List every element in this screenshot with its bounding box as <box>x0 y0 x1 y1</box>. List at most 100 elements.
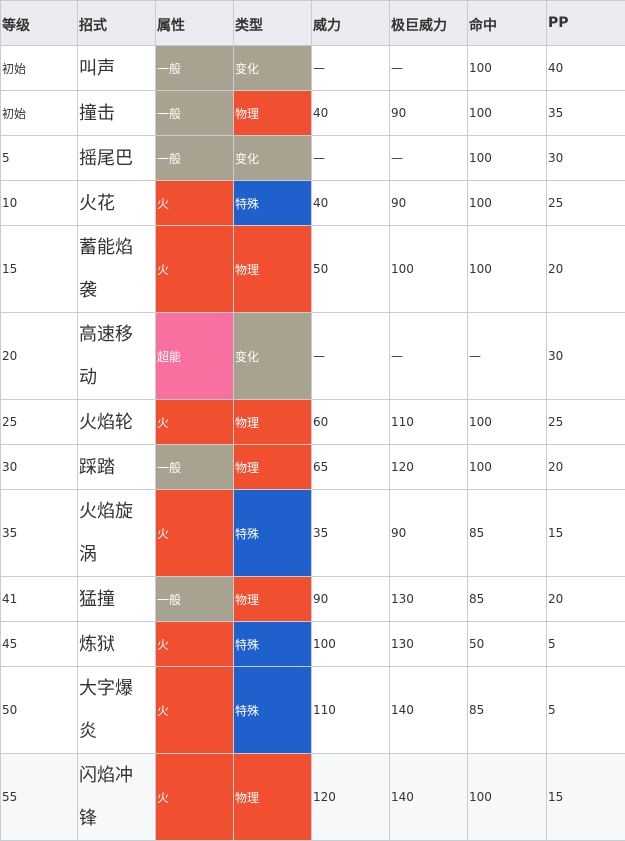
category-badge: 物理 <box>234 577 312 622</box>
level-cell: 25 <box>1 400 78 445</box>
pp-cell: 20 <box>547 577 625 622</box>
header-pp[interactable]: PP <box>547 1 625 46</box>
move-name-cell[interactable]: 猛撞 <box>78 577 156 622</box>
pp-cell: 5 <box>547 667 625 754</box>
gmax-power-cell: 140 <box>390 754 468 841</box>
move-name-cell[interactable]: 火焰轮 <box>78 400 156 445</box>
power-cell: 40 <box>312 91 390 136</box>
header-row: 等级 招式 属性 类型 威力 极巨威力 命中 PP <box>1 1 625 46</box>
header-move[interactable]: 招式 <box>78 1 156 46</box>
pp-cell: 25 <box>547 181 625 226</box>
accuracy-cell: 100 <box>468 445 547 490</box>
move-name-cell[interactable]: 叫声 <box>78 46 156 91</box>
type-badge[interactable]: 一般 <box>156 91 234 136</box>
move-name-cell[interactable]: 蓄能焰袭 <box>78 226 156 313</box>
move-name-line: 锋 <box>79 797 154 840</box>
gmax-power-cell: 100 <box>390 226 468 313</box>
power-cell: 50 <box>312 226 390 313</box>
accuracy-cell: 100 <box>468 91 547 136</box>
move-name-cell[interactable]: 大字爆炎 <box>78 667 156 754</box>
gmax-power-cell: 110 <box>390 400 468 445</box>
type-badge[interactable]: 一般 <box>156 577 234 622</box>
header-power[interactable]: 威力 <box>312 1 390 46</box>
move-name-line: 动 <box>79 356 154 399</box>
type-badge[interactable]: 火 <box>156 667 234 754</box>
pp-cell: 5 <box>547 622 625 667</box>
power-cell: 65 <box>312 445 390 490</box>
gmax-power-cell: 90 <box>390 91 468 136</box>
power-cell: 110 <box>312 667 390 754</box>
level-cell: 20 <box>1 313 78 400</box>
category-badge: 物理 <box>234 754 312 841</box>
header-type[interactable]: 属性 <box>156 1 234 46</box>
move-name-cell[interactable]: 踩踏 <box>78 445 156 490</box>
pp-cell: 30 <box>547 313 625 400</box>
move-name-cell[interactable]: 高速移动 <box>78 313 156 400</box>
level-cell: 初始 <box>1 91 78 136</box>
gmax-power-cell: — <box>390 136 468 181</box>
type-badge[interactable]: 火 <box>156 400 234 445</box>
move-name-cell[interactable]: 炼狱 <box>78 622 156 667</box>
gmax-power-cell: 120 <box>390 445 468 490</box>
pp-cell: 15 <box>547 754 625 841</box>
level-cell: 5 <box>1 136 78 181</box>
category-badge: 物理 <box>234 400 312 445</box>
pp-cell: 35 <box>547 91 625 136</box>
level-cell: 45 <box>1 622 78 667</box>
move-name-line: 涡 <box>79 533 154 576</box>
type-badge[interactable]: 火 <box>156 622 234 667</box>
type-badge[interactable]: 火 <box>156 226 234 313</box>
category-badge: 特殊 <box>234 667 312 754</box>
power-cell: 40 <box>312 181 390 226</box>
power-cell: 120 <box>312 754 390 841</box>
type-badge[interactable]: 火 <box>156 490 234 577</box>
header-level[interactable]: 等级 <box>1 1 78 46</box>
power-cell: 100 <box>312 622 390 667</box>
gmax-power-cell: 90 <box>390 490 468 577</box>
gmax-power-cell: 140 <box>390 667 468 754</box>
pp-cell: 20 <box>547 226 625 313</box>
move-name-cell[interactable]: 撞击 <box>78 91 156 136</box>
accuracy-cell: 85 <box>468 490 547 577</box>
move-name-cell[interactable]: 摇尾巴 <box>78 136 156 181</box>
accuracy-cell: 50 <box>468 622 547 667</box>
accuracy-cell: — <box>468 313 547 400</box>
accuracy-cell: 100 <box>468 136 547 181</box>
header-gmax-power[interactable]: 极巨威力 <box>390 1 468 46</box>
move-name-line: 大字爆 <box>79 667 154 710</box>
type-badge[interactable]: 一般 <box>156 445 234 490</box>
move-name-line: 蓄能焰 <box>79 226 154 269</box>
type-badge[interactable]: 一般 <box>156 46 234 91</box>
move-name-cell[interactable]: 火花 <box>78 181 156 226</box>
header-category[interactable]: 类型 <box>234 1 312 46</box>
level-cell: 41 <box>1 577 78 622</box>
move-name-cell[interactable]: 闪焰冲锋 <box>78 754 156 841</box>
gmax-power-cell: 90 <box>390 181 468 226</box>
gmax-power-cell: 130 <box>390 577 468 622</box>
move-name-line: 高速移 <box>79 313 154 356</box>
move-name-cell[interactable]: 火焰旋涡 <box>78 490 156 577</box>
pp-cell: 25 <box>547 400 625 445</box>
power-cell: — <box>312 313 390 400</box>
accuracy-cell: 85 <box>468 667 547 754</box>
type-badge[interactable]: 一般 <box>156 136 234 181</box>
power-cell: — <box>312 136 390 181</box>
type-badge[interactable]: 火 <box>156 754 234 841</box>
type-badge[interactable]: 超能 <box>156 313 234 400</box>
pp-cell: 40 <box>547 46 625 91</box>
accuracy-cell: 100 <box>468 754 547 841</box>
header-accuracy[interactable]: 命中 <box>468 1 547 46</box>
type-badge[interactable]: 火 <box>156 181 234 226</box>
accuracy-cell: 100 <box>468 226 547 313</box>
category-badge: 物理 <box>234 445 312 490</box>
